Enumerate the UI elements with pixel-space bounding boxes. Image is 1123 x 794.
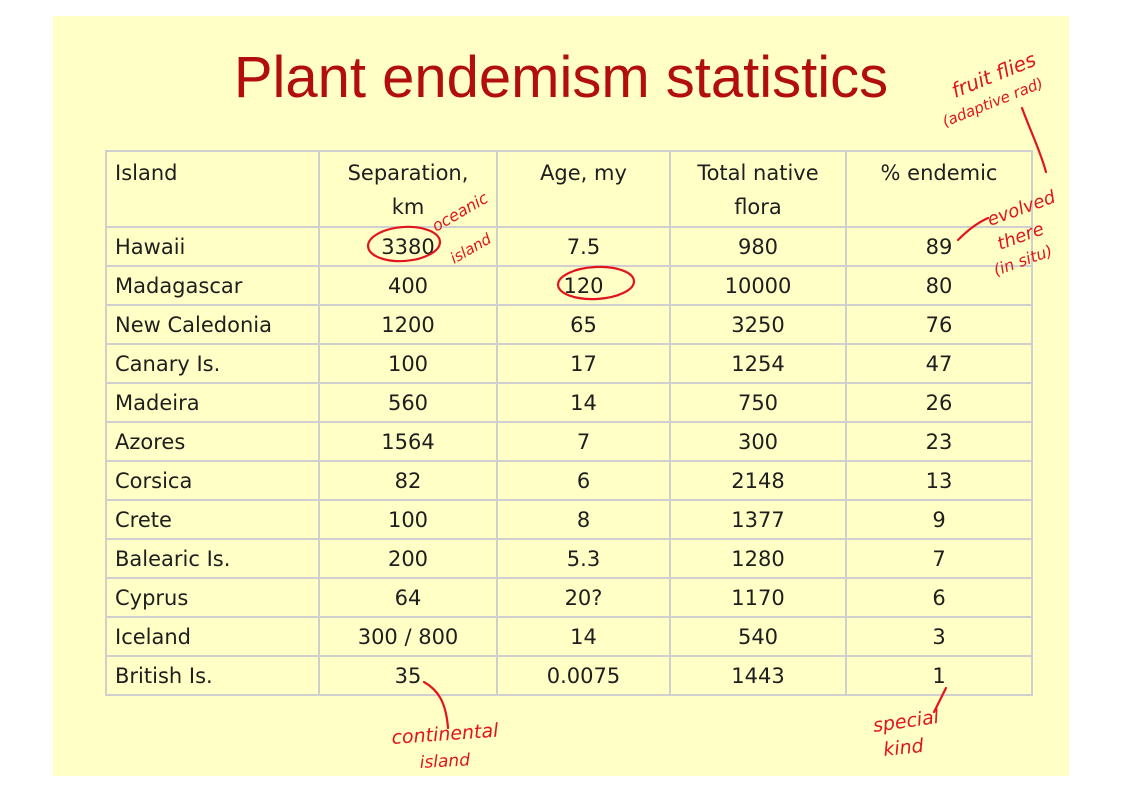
cell-total-flora: 750 <box>669 382 847 423</box>
cell-island: British Is. <box>105 655 320 696</box>
cell-age: 20? <box>496 577 671 618</box>
cell-total-flora: 1170 <box>669 577 847 618</box>
cell-separation: 1200 <box>318 304 498 345</box>
slide: Plant endemism statistics Island Separat… <box>53 16 1069 776</box>
cell-age: 14 <box>496 382 671 423</box>
header-age: Age, my <box>496 150 671 228</box>
cell-island: Madeira <box>105 382 320 423</box>
cell-total-flora: 2148 <box>669 460 847 501</box>
table-row: Madagascar 400 120 10000 80 <box>105 265 1033 306</box>
cell-percent-endemic: 89 <box>845 226 1033 267</box>
cell-percent-endemic: 47 <box>845 343 1033 384</box>
cell-island: Hawaii <box>105 226 320 267</box>
cell-total-flora: 300 <box>669 421 847 462</box>
endemism-table: Island Separation, km Age, my Total nati… <box>105 150 1033 696</box>
cell-separation: 82 <box>318 460 498 501</box>
cell-age: 8 <box>496 499 671 540</box>
cell-total-flora: 1280 <box>669 538 847 579</box>
cell-separation: 35 <box>318 655 498 696</box>
cell-age: 7.5 <box>496 226 671 267</box>
cell-percent-endemic: 7 <box>845 538 1033 579</box>
cell-total-flora: 1254 <box>669 343 847 384</box>
cell-percent-endemic: 26 <box>845 382 1033 423</box>
table-row: Corsica 82 6 2148 13 <box>105 460 1033 501</box>
cell-age: 0.0075 <box>496 655 671 696</box>
cell-island: Madagascar <box>105 265 320 306</box>
cell-total-flora: 540 <box>669 616 847 657</box>
cell-island: New Caledonia <box>105 304 320 345</box>
cell-total-flora: 1443 <box>669 655 847 696</box>
table-row: Iceland 300 / 800 14 540 3 <box>105 616 1033 657</box>
cell-percent-endemic: 80 <box>845 265 1033 306</box>
cell-percent-endemic: 23 <box>845 421 1033 462</box>
cell-total-flora: 3250 <box>669 304 847 345</box>
cell-island: Corsica <box>105 460 320 501</box>
header-total-flora: Total native flora <box>669 150 847 228</box>
cell-separation: 200 <box>318 538 498 579</box>
cell-island: Canary Is. <box>105 343 320 384</box>
table-row: Madeira 560 14 750 26 <box>105 382 1033 423</box>
cell-age: 65 <box>496 304 671 345</box>
cell-age: 7 <box>496 421 671 462</box>
table-header-row: Island Separation, km Age, my Total nati… <box>105 150 1033 228</box>
cell-percent-endemic: 13 <box>845 460 1033 501</box>
cell-percent-endemic: 6 <box>845 577 1033 618</box>
cell-separation: 100 <box>318 343 498 384</box>
cell-age: 120 <box>496 265 671 306</box>
table-row: Hawaii 3380 7.5 980 89 <box>105 226 1033 267</box>
cell-separation: 400 <box>318 265 498 306</box>
cell-separation: 300 / 800 <box>318 616 498 657</box>
cell-separation: 3380 <box>318 226 498 267</box>
table-row: Crete 100 8 1377 9 <box>105 499 1033 540</box>
slide-title: Plant endemism statistics <box>233 45 889 110</box>
cell-island: Balearic Is. <box>105 538 320 579</box>
cell-percent-endemic: 76 <box>845 304 1033 345</box>
table-row: British Is. 35 0.0075 1443 1 <box>105 655 1033 696</box>
header-island: Island <box>105 150 320 228</box>
cell-island: Cyprus <box>105 577 320 618</box>
cell-age: 17 <box>496 343 671 384</box>
cell-percent-endemic: 3 <box>845 616 1033 657</box>
header-percent-endemic: % endemic <box>845 150 1033 228</box>
cell-percent-endemic: 1 <box>845 655 1033 696</box>
cell-separation: 100 <box>318 499 498 540</box>
cell-island: Azores <box>105 421 320 462</box>
cell-age: 6 <box>496 460 671 501</box>
table-row: Azores 1564 7 300 23 <box>105 421 1033 462</box>
cell-total-flora: 10000 <box>669 265 847 306</box>
cell-separation: 560 <box>318 382 498 423</box>
cell-age: 14 <box>496 616 671 657</box>
header-separation: Separation, km <box>318 150 498 228</box>
cell-island: Iceland <box>105 616 320 657</box>
table-row: Canary Is. 100 17 1254 47 <box>105 343 1033 384</box>
cell-island: Crete <box>105 499 320 540</box>
cell-age: 5.3 <box>496 538 671 579</box>
cell-total-flora: 980 <box>669 226 847 267</box>
cell-separation: 64 <box>318 577 498 618</box>
cell-total-flora: 1377 <box>669 499 847 540</box>
table-row: New Caledonia 1200 65 3250 76 <box>105 304 1033 345</box>
table-row: Balearic Is. 200 5.3 1280 7 <box>105 538 1033 579</box>
cell-percent-endemic: 9 <box>845 499 1033 540</box>
cell-separation: 1564 <box>318 421 498 462</box>
table-row: Cyprus 64 20? 1170 6 <box>105 577 1033 618</box>
